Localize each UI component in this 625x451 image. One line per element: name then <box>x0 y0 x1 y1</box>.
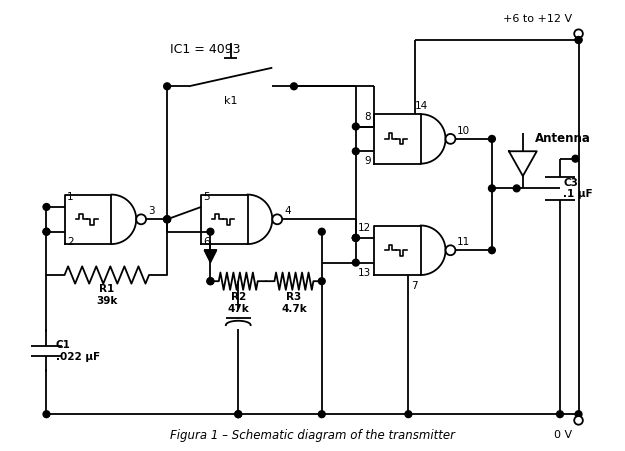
Text: 13: 13 <box>358 267 371 277</box>
Text: 10: 10 <box>457 126 470 136</box>
Circle shape <box>272 214 282 224</box>
Text: R2
47k: R2 47k <box>228 292 249 314</box>
Text: 5: 5 <box>203 192 209 202</box>
Circle shape <box>235 411 242 418</box>
Circle shape <box>405 411 412 418</box>
Text: k1: k1 <box>224 96 238 106</box>
Circle shape <box>446 134 456 144</box>
Text: Antenna: Antenna <box>535 132 591 145</box>
Text: 14: 14 <box>414 101 428 111</box>
Circle shape <box>136 214 146 224</box>
Circle shape <box>352 235 359 241</box>
Text: Figura 1 – Schematic diagram of the transmitter: Figura 1 – Schematic diagram of the tran… <box>170 429 455 442</box>
Circle shape <box>43 228 50 235</box>
Circle shape <box>557 411 563 418</box>
Text: +6 to +12 V: +6 to +12 V <box>503 14 572 24</box>
Circle shape <box>446 245 456 255</box>
Text: IC1 = 4093: IC1 = 4093 <box>170 43 241 55</box>
Circle shape <box>207 228 214 235</box>
Circle shape <box>575 37 582 43</box>
Text: 7: 7 <box>411 281 418 291</box>
Circle shape <box>43 411 50 418</box>
Text: 11: 11 <box>457 237 470 247</box>
Circle shape <box>352 123 359 130</box>
Text: 12: 12 <box>358 223 371 233</box>
Circle shape <box>575 411 582 418</box>
Text: C1
.022 μF: C1 .022 μF <box>56 340 100 362</box>
Circle shape <box>352 259 359 266</box>
Circle shape <box>489 247 496 253</box>
Text: 4: 4 <box>284 206 291 216</box>
Text: 3: 3 <box>148 206 154 216</box>
Circle shape <box>235 411 242 418</box>
Circle shape <box>489 185 496 192</box>
Circle shape <box>164 216 171 223</box>
Circle shape <box>352 235 359 241</box>
Circle shape <box>43 203 50 210</box>
Circle shape <box>574 416 583 425</box>
Circle shape <box>575 37 582 43</box>
Circle shape <box>318 228 325 235</box>
Circle shape <box>164 216 171 223</box>
Text: 0 V: 0 V <box>554 430 572 440</box>
Text: 6: 6 <box>203 237 209 247</box>
Text: C3
.1 μF: C3 .1 μF <box>563 178 592 199</box>
Polygon shape <box>204 250 217 262</box>
Text: 8: 8 <box>364 111 371 122</box>
Text: R3
4.7k: R3 4.7k <box>281 292 307 314</box>
Circle shape <box>574 29 583 38</box>
Circle shape <box>318 278 325 285</box>
Circle shape <box>352 235 359 241</box>
Circle shape <box>164 216 171 223</box>
Circle shape <box>207 278 214 285</box>
Circle shape <box>43 228 50 235</box>
Text: R1
39k: R1 39k <box>96 284 118 306</box>
Circle shape <box>207 278 214 285</box>
Circle shape <box>572 155 579 162</box>
Text: 1: 1 <box>67 192 74 202</box>
Circle shape <box>291 83 298 90</box>
Circle shape <box>489 135 496 142</box>
Text: 9: 9 <box>364 156 371 166</box>
Circle shape <box>513 185 520 192</box>
Circle shape <box>164 83 171 90</box>
Text: 2: 2 <box>67 237 74 247</box>
Circle shape <box>318 411 325 418</box>
Circle shape <box>352 148 359 155</box>
